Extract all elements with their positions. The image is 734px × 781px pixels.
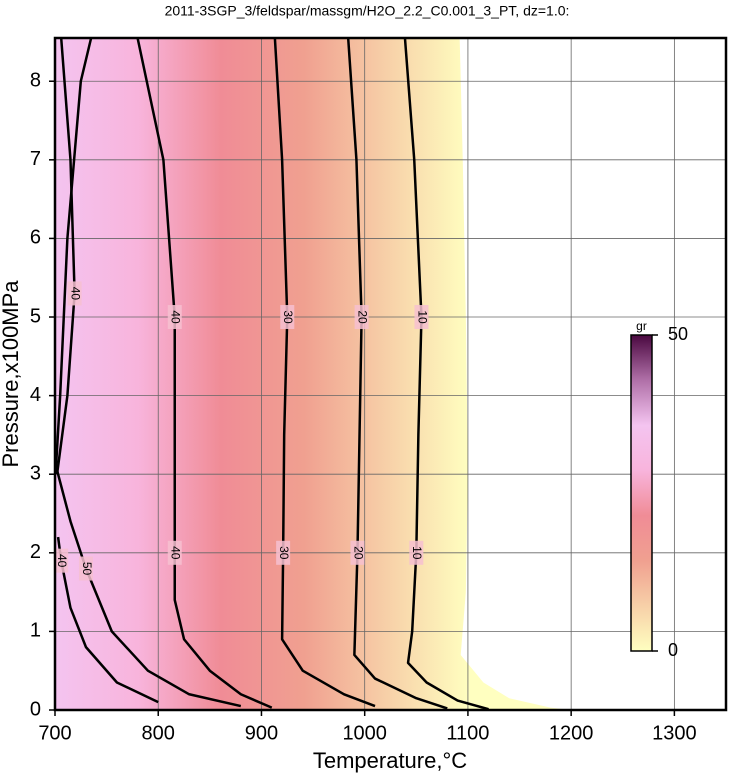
y-tick-label: 8 [30,70,41,92]
y-tick-label: 0 [30,698,41,720]
plot-frame [53,36,728,712]
contour-label: 40 [169,310,183,324]
contour-label-bg [55,548,69,573]
colorbar-tick-label: 0 [668,640,678,660]
x-tick-label: 700 [38,722,71,744]
contour-label: 10 [410,546,424,560]
y-tick-label: 4 [30,384,41,406]
y-tick-label: 1 [30,620,41,642]
contour-label: 10 [415,310,429,324]
field-fill [55,38,572,710]
x-tick-label: 1000 [342,722,387,744]
contour-label-bg [276,540,291,565]
contour-label-bg [167,540,182,565]
colorbar [630,334,653,652]
x-tick-label: 800 [142,722,175,744]
y-tick-label: 3 [30,462,41,484]
contour-label-bg [167,305,182,330]
y-axis-label: Pressure,x100MPa [0,280,23,468]
chart-title: 2011-3SGP_3/feldspar/massgm/H2O_2.2_C0.0… [165,3,570,19]
x-tick-label: 1200 [549,722,594,744]
contour-line [403,38,489,710]
x-tick-label: 1100 [446,722,489,744]
y-tick-label: 5 [30,305,41,327]
y-tick-label: 7 [30,148,41,170]
contour-label-bg [280,305,295,330]
contour-label-bg [67,281,82,306]
contour-line [136,38,273,709]
contour-label-bg [409,540,424,565]
x-tick-label: 900 [245,722,278,744]
contour-label: 50 [80,562,94,576]
contour-label: 30 [277,546,291,560]
contour-label: 30 [281,310,295,324]
contour-label-bg [354,305,369,330]
contour-label: 40 [68,287,82,301]
contour-label-bg [350,540,365,565]
contour-label-bg [414,305,429,330]
contour-label-bg [78,556,93,581]
x-tick-label: 1300 [652,722,697,744]
plot-area: 10 10 20 20 30 30 40 40 50 40 40 [55,38,726,710]
contour-label: 40 [169,546,183,560]
contour-label: 20 [355,310,369,324]
contour-label: 40 [55,554,69,568]
contour-label: 20 [351,546,365,560]
colorbar-label: gr [636,319,647,333]
y-tick-label: 6 [30,227,41,249]
y-tick-label: 2 [30,541,41,563]
x-axis-label: Temperature,°C [313,748,467,773]
colorbar-tick-label: 50 [668,324,688,344]
